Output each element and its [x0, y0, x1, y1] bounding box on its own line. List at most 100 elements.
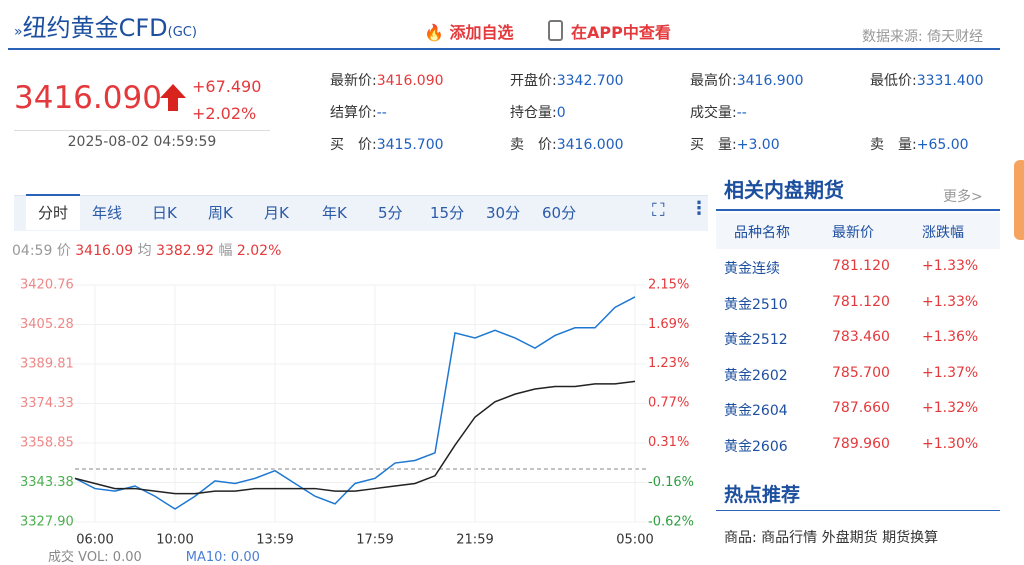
y2-tick-label: 1.23%	[648, 356, 689, 371]
cell: +1.33%	[922, 258, 979, 274]
add-watch-text: 添加自选	[449, 23, 514, 42]
hot-link[interactable]: 期货换算	[882, 530, 939, 546]
field: 最高价:3416.900	[690, 70, 804, 90]
header-rule	[8, 48, 1000, 50]
field: 最新价:3416.090	[330, 70, 444, 90]
y2-tick-label: 2.15%	[648, 278, 689, 293]
field-label: 卖 量:	[870, 137, 917, 153]
hot-link[interactable]: 外盘期货	[821, 530, 878, 546]
info-amp: 2.02%	[236, 243, 282, 259]
tab[interactable]: 5分	[378, 204, 403, 222]
quote-time: 2025-08-02 04:59:59	[67, 134, 217, 150]
cell: 781.120	[832, 258, 890, 274]
cell: 787.660	[832, 400, 890, 416]
volume-vol: VOL: 0.00	[78, 550, 142, 565]
y-tick-label: 3420.76	[20, 278, 74, 293]
cell: +1.33%	[922, 293, 979, 310]
cell: 黄金2604	[724, 403, 788, 419]
chart: 3420.76 3405.28 3389.81 3374.33 3358.85 3343.…	[18, 278, 694, 548]
y2-tick-label: 0.77%	[648, 396, 689, 411]
volume-ma: MA10: 0.00	[185, 550, 260, 565]
side-tab[interactable]	[1014, 160, 1024, 240]
info-avg-label: 均	[137, 243, 152, 259]
arrow-shape	[160, 84, 186, 111]
phone-icon	[548, 20, 563, 41]
cell: 黄金2602	[724, 367, 788, 384]
add-watch[interactable]: 🔥 添加自选	[424, 19, 514, 43]
cell: +1.30%	[922, 435, 979, 452]
related-more[interactable]: 更多>	[943, 189, 983, 205]
column-header: 涨跌幅	[922, 225, 964, 241]
x-tick-label: 05:00	[616, 533, 653, 548]
x-tick-label: 21:59	[456, 533, 493, 548]
tab[interactable]: 周K	[208, 204, 233, 222]
column-header: 最新价	[832, 225, 874, 241]
cell: 789.960	[832, 435, 890, 452]
field-label: 买 价:	[330, 137, 377, 153]
field-value: +65.00	[916, 137, 969, 153]
hot-label: 商品:	[724, 530, 757, 546]
field-label: 成交量:	[690, 105, 737, 121]
source: 数据来源: 倚天财经	[862, 29, 984, 45]
title-icon: »	[14, 24, 23, 40]
info-price-label: 价	[56, 243, 71, 259]
fullscreen-icon[interactable]: ⛶	[652, 200, 665, 221]
tab[interactable]: 年线	[92, 204, 123, 222]
y2-tick-label: 0.31%	[648, 435, 689, 450]
field-value: 3342.700	[556, 73, 624, 89]
tab[interactable]: 日K	[152, 204, 177, 222]
related-rule	[716, 209, 1000, 211]
info-line: 04:59 价 3416.09 均 3382.92 幅 2.02%	[12, 240, 281, 260]
field-value: +3.00	[736, 137, 780, 153]
price: 3416.090	[14, 80, 162, 116]
column-header: 品种名称	[734, 225, 790, 241]
x-tick-label: 13:59	[256, 533, 293, 548]
tab[interactable]: 60分	[542, 204, 577, 222]
y-tick-label: 3374.33	[20, 396, 74, 411]
cell: 黄金2512	[724, 332, 788, 348]
tab[interactable]: 年K	[322, 204, 347, 222]
tab[interactable]: 15分	[430, 204, 465, 222]
cell: 785.700	[832, 364, 890, 381]
volume-label: 成交	[48, 550, 75, 565]
field: 开盘价:3342.700	[510, 70, 624, 90]
hot-link[interactable]: 商品行情	[761, 530, 818, 546]
field-label: 最高价:	[690, 73, 737, 89]
tab[interactable]: 30分	[486, 204, 521, 222]
field-value: 3416.900	[736, 73, 804, 89]
cell: 783.460	[832, 329, 890, 345]
hot-rule	[716, 510, 1000, 511]
menu-icon[interactable]: ⋮	[690, 198, 708, 219]
y-tick-label: 3358.85	[20, 436, 74, 451]
app-view[interactable]: 在APP中查看	[548, 19, 671, 43]
app-view-text: 在APP中查看	[571, 23, 671, 42]
field: 成交量:--	[690, 102, 747, 122]
cell: 黄金2606	[724, 438, 788, 455]
tab[interactable]: 月K	[264, 204, 289, 222]
y-tick-label: 3405.28	[20, 317, 74, 332]
title-text: 纽约黄金CFD	[22, 14, 168, 42]
field: 卖 量:+65.00	[870, 134, 969, 154]
tab[interactable]: 分时	[26, 194, 81, 230]
field-value: 3416.000	[556, 137, 624, 153]
fire-icon: 🔥	[424, 23, 444, 42]
x-tick-label: 10:00	[156, 533, 193, 548]
field-label: 最低价:	[870, 73, 917, 89]
field: 卖 价:3416.000	[510, 134, 624, 154]
x-tick-label: 06:00	[76, 533, 113, 548]
info-avg: 3382.92	[156, 243, 214, 259]
hot-title: 热点推荐	[724, 484, 801, 506]
field: 最低价:3331.400	[870, 70, 984, 90]
y2-tick-label: -0.62%	[648, 515, 694, 530]
related-header-bg	[716, 213, 1000, 249]
related-title: 相关内盘期货	[724, 178, 844, 202]
info-price: 3416.09	[75, 243, 134, 259]
price-line	[74, 296, 636, 510]
field-value: 3416.090	[376, 73, 444, 89]
cell: +1.32%	[922, 400, 979, 416]
cell: 781.120	[832, 293, 890, 310]
quote-rule	[14, 130, 270, 131]
title-code: (GC)	[167, 25, 197, 40]
field-label: 买 量:	[690, 137, 737, 153]
